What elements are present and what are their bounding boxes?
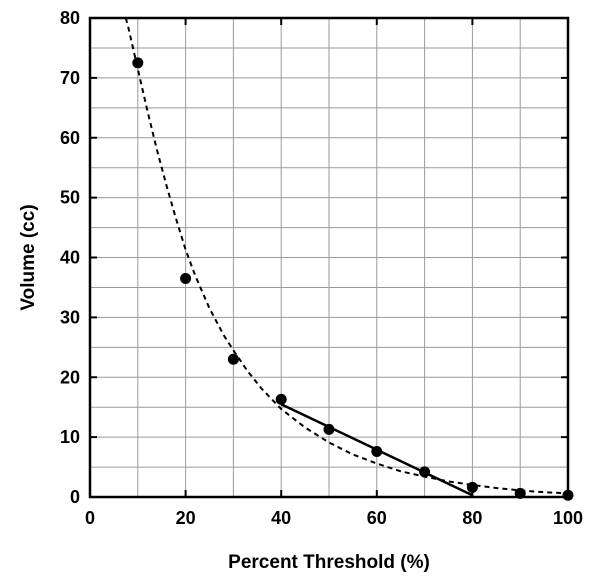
y-tick-label: 10 [60,427,80,447]
tick-labels: 0 20 40 60 80 100 0 10 20 30 40 50 60 70 80 [60,8,583,528]
data-point [132,57,144,69]
data-point [371,445,383,457]
y-tick-label: 30 [60,307,80,327]
data-point [275,393,287,405]
data-point [180,272,192,284]
x-tick-label: 20 [176,508,196,528]
y-tick-label: 50 [60,188,80,208]
y-tick-label: 60 [60,128,80,148]
grid [90,18,568,497]
y-tick-label: 40 [60,248,80,268]
x-tick-label: 60 [367,508,387,528]
data-point [227,353,239,365]
y-tick-label: 0 [70,487,80,507]
y-tick-label: 80 [60,8,80,28]
axis-ticks [89,17,569,498]
dashed-fit-curve [124,17,569,495]
series-layer [124,17,574,501]
data-point [466,481,478,493]
y-axis-title: Volume (cc) [18,204,39,310]
data-point [323,423,335,435]
x-tick-label: 80 [462,508,482,528]
x-tick-label: 40 [271,508,291,528]
y-tick-label: 20 [60,367,80,387]
x-tick-label: 0 [85,508,95,528]
x-tick-label: 100 [553,508,583,528]
data-point [419,466,431,478]
y-tick-label: 70 [60,68,80,88]
x-axis-title: Percent Threshold (%) [228,552,430,573]
